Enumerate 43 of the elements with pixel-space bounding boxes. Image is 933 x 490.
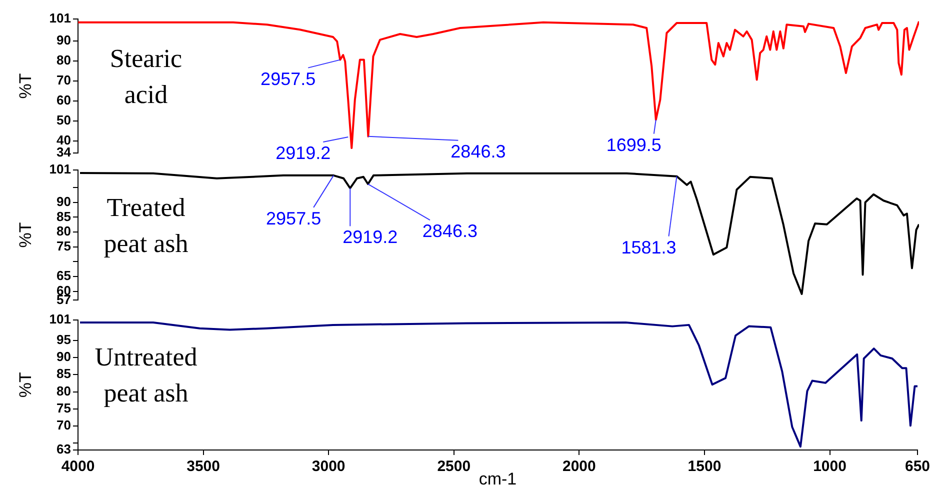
y-tick-label: 95 — [56, 332, 71, 347]
x-tick-label: 2000 — [562, 458, 596, 476]
y-tick-label: 80 — [56, 383, 71, 398]
y-tick-label: 90 — [56, 349, 71, 364]
annotation: 1699.5 — [606, 134, 662, 155]
x-tick-label: 1000 — [813, 458, 846, 476]
annotation: 2957.5 — [266, 208, 322, 228]
y-tick-label: 80 — [56, 52, 71, 68]
x-tick-label: 2500 — [437, 458, 471, 476]
y-axis-title: %T — [16, 73, 35, 99]
y-tick-label: 90 — [56, 194, 71, 209]
y-tick-label: 80 — [56, 224, 71, 239]
text: Stearic acid — [110, 44, 182, 109]
y-tick-label: 90 — [56, 32, 71, 48]
x-tick-label: 3000 — [312, 458, 346, 476]
annotation: 2957.5 — [260, 68, 316, 89]
y-tick-label: 63 — [56, 442, 71, 457]
annotation: 2846.3 — [450, 141, 506, 162]
text: Untreated peat ash — [94, 342, 198, 408]
y-tick-label: 50 — [56, 112, 71, 128]
y-tick-label: 101 — [49, 161, 71, 176]
text: Treated peat ash — [104, 192, 188, 258]
y-tick-label: 75 — [56, 400, 71, 416]
y-axis-title: %T — [16, 222, 35, 248]
y-tick-label: 101 — [49, 311, 71, 326]
annotation: 2919.2 — [342, 227, 398, 248]
x-axis-title: cm-1 — [478, 469, 517, 488]
y-tick-label: 70 — [56, 418, 71, 433]
annotation: 2846.3 — [422, 220, 478, 241]
x-tick-label: 3500 — [186, 458, 220, 476]
y-tick-label: 70 — [56, 72, 71, 88]
y-tick-label: 85 — [56, 208, 71, 224]
x-tick-label: 4000 — [61, 458, 95, 476]
annotation: 1581.3 — [621, 237, 676, 258]
y-tick-label: 65 — [56, 268, 71, 284]
y-tick-label: 75 — [56, 238, 71, 254]
y-tick-label: 60 — [56, 92, 71, 108]
y-tick-label: 101 — [49, 10, 71, 26]
annotation: 2919.2 — [276, 142, 331, 163]
y-tick-label: 85 — [56, 366, 71, 382]
x-tick-label: 1500 — [688, 458, 722, 476]
y-axis-title: %T — [16, 372, 35, 398]
x-tick-label: 650 — [904, 458, 930, 476]
